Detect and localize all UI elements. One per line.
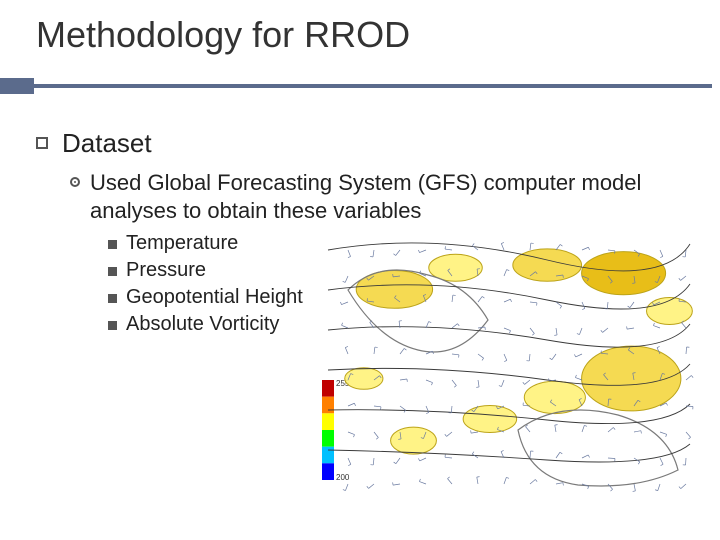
filled-square-bullet-icon	[108, 321, 117, 330]
l2-text: Used Global Forecasting System (GFS) com…	[90, 169, 696, 224]
svg-text:200: 200	[336, 473, 350, 482]
l3-text: Temperature	[126, 232, 238, 255]
square-bullet-icon	[36, 137, 48, 149]
l3-text: Pressure	[126, 259, 206, 282]
gfs-map-figure: 255200	[318, 230, 700, 500]
l3-text: Absolute Vorticity	[126, 313, 279, 336]
l3-text: Geopotential Height	[126, 286, 303, 309]
bullet-level-2: Used Global Forecasting System (GFS) com…	[70, 169, 696, 224]
target-bullet-icon	[70, 177, 80, 187]
filled-square-bullet-icon	[108, 294, 117, 303]
l1-text: Dataset	[62, 128, 152, 159]
bullet-level-1: Dataset	[36, 128, 696, 159]
accent-line	[0, 78, 720, 94]
slide-title: Methodology for RROD	[36, 14, 410, 56]
filled-square-bullet-icon	[108, 267, 117, 276]
filled-square-bullet-icon	[108, 240, 117, 249]
